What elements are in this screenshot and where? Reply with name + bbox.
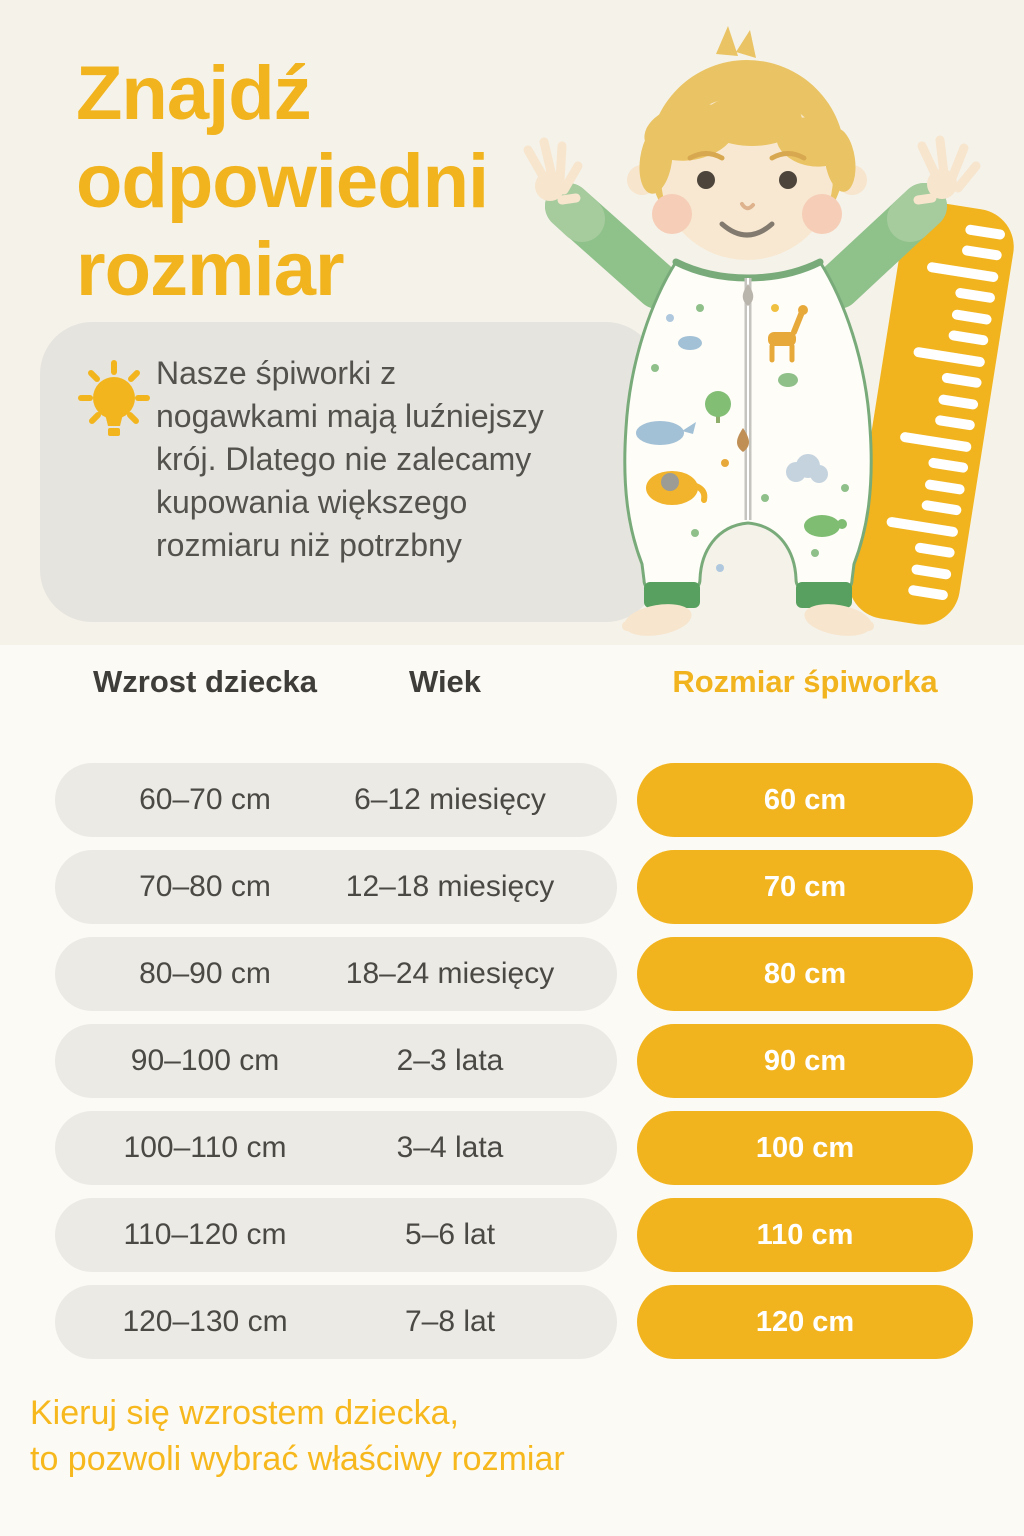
table-row: 60–70 cm 6–12 miesięcy 60 cm <box>0 763 1024 837</box>
row-info-pill: 110–120 cm 5–6 lat <box>55 1198 617 1272</box>
table-row: 100–110 cm 3–4 lata 100 cm <box>0 1111 1024 1185</box>
size-pill: 70 cm <box>637 850 973 924</box>
size-pill: 120 cm <box>637 1285 973 1359</box>
height-value: 90–100 cm <box>130 1044 280 1077</box>
size-pill: 80 cm <box>637 937 973 1011</box>
footer-note: Kieruj się wzrostem dziecka, to pozwoli … <box>30 1394 565 1478</box>
child-in-sleeping-bag-illustration <box>523 26 1014 636</box>
age-value: 2–3 lata <box>396 1044 504 1077</box>
table-row: 110–120 cm 5–6 lat 110 cm <box>0 1198 1024 1272</box>
animal-print-pattern <box>636 304 849 572</box>
row-info-pill: 60–70 cm 6–12 miesięcy <box>55 763 617 837</box>
size-pill: 60 cm <box>637 763 973 837</box>
age-value: 12–18 miesięcy <box>345 870 555 903</box>
table-row: 80–90 cm 18–24 miesięcy 80 cm <box>0 937 1024 1011</box>
row-info-pill: 90–100 cm 2–3 lata <box>55 1024 617 1098</box>
age-value: 5–6 lat <box>404 1218 496 1251</box>
age-value: 7–8 lat <box>404 1305 496 1338</box>
column-header-height: Wzrost dziecka <box>93 664 317 699</box>
age-value: 3–4 lata <box>396 1131 504 1164</box>
row-info-pill: 70–80 cm 12–18 miesięcy <box>55 850 617 924</box>
height-value: 70–80 cm <box>139 870 271 903</box>
row-info-pill: 80–90 cm 18–24 miesięcy <box>55 937 617 1011</box>
table-row: 90–100 cm 2–3 lata 90 cm <box>0 1024 1024 1098</box>
size-pill: 100 cm <box>637 1111 973 1185</box>
height-value: 80–90 cm <box>139 957 271 990</box>
size-pill: 110 cm <box>637 1198 973 1272</box>
lightbulb-icon <box>78 360 150 436</box>
height-value: 110–120 cm <box>123 1218 287 1251</box>
height-value: 60–70 cm <box>139 783 271 816</box>
child-head <box>627 26 867 260</box>
row-info-pill: 120–130 cm 7–8 lat <box>55 1285 617 1359</box>
tip-text: Nasze śpiworki z nogawkami mają luźniejs… <box>156 355 544 563</box>
page-title: Znajdź odpowiedni rozmiar <box>76 51 489 312</box>
column-header-age: Wiek <box>408 664 482 699</box>
table-row: 70–80 cm 12–18 miesięcy 70 cm <box>0 850 1024 924</box>
age-value: 6–12 miesięcy <box>354 783 546 816</box>
column-header-size: Rozmiar śpiworka <box>672 664 938 699</box>
table-row: 120–130 cm 7–8 lat 120 cm <box>0 1285 1024 1359</box>
height-value: 100–110 cm <box>123 1131 287 1164</box>
height-value: 120–130 cm <box>122 1305 288 1338</box>
left-arm <box>523 137 681 309</box>
age-value: 18–24 miesięcy <box>345 957 555 990</box>
sleeping-bag-body <box>622 258 874 636</box>
tip-box <box>40 322 658 622</box>
ruler-icon <box>848 203 1014 625</box>
right-arm <box>815 135 981 309</box>
size-pill: 90 cm <box>637 1024 973 1098</box>
row-info-pill: 100–110 cm 3–4 lata <box>55 1111 617 1185</box>
